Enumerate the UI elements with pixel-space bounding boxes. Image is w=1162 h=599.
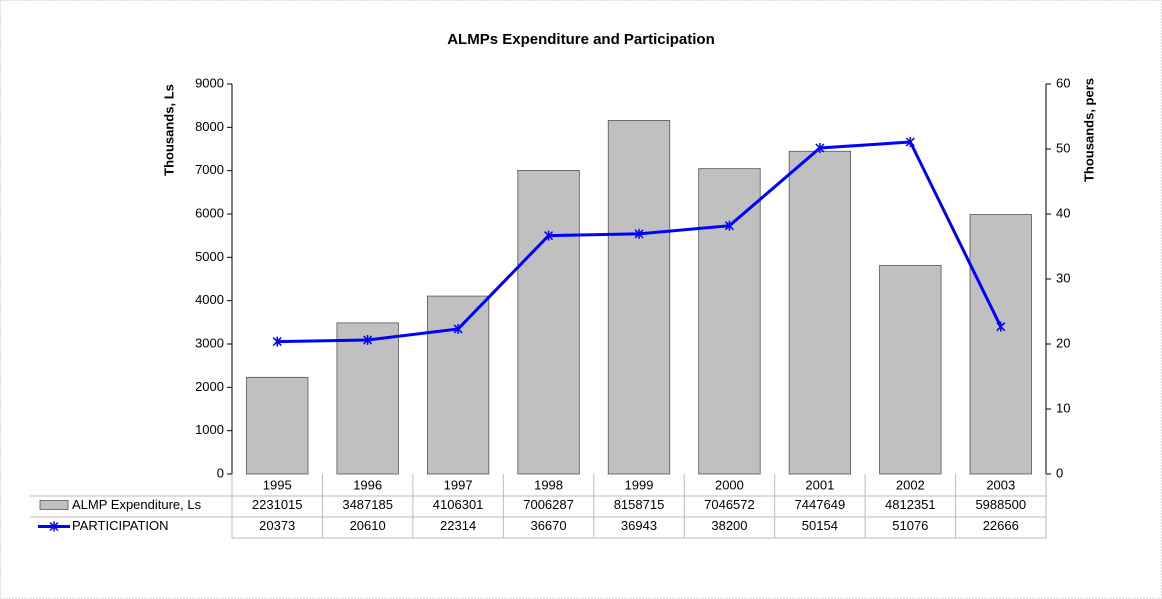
x-tick-label: 1999 <box>625 477 654 492</box>
bar <box>788 150 852 475</box>
y2-tick-label: 30 <box>1056 270 1070 285</box>
marker <box>272 336 282 347</box>
table-value: 20610 <box>350 518 386 533</box>
table-value: 51076 <box>892 518 928 533</box>
y2-tick-label: 20 <box>1056 335 1070 350</box>
y-axis-title: Thousands, Ls <box>161 84 176 176</box>
y2-tick-label: 10 <box>1056 400 1070 415</box>
y-tick-label: 5000 <box>195 249 224 264</box>
table-value: 4106301 <box>433 497 484 512</box>
x-tick-label: 2001 <box>805 477 834 492</box>
x-tick-label: 1997 <box>444 477 473 492</box>
y-tick-label: 4000 <box>195 292 224 307</box>
y-tick-label: 8000 <box>195 119 224 134</box>
bar <box>336 322 399 475</box>
legend-label: ALMP Expenditure, Ls <box>72 497 202 512</box>
bar <box>246 376 309 475</box>
table-value: 8158715 <box>614 497 665 512</box>
y-tick-label: 7000 <box>195 162 224 177</box>
table-value: 2231015 <box>252 497 303 512</box>
table-value: 20373 <box>259 518 295 533</box>
marker <box>363 335 373 346</box>
table-value: 7447649 <box>795 497 846 512</box>
marker <box>634 228 644 239</box>
table-value: 7006287 <box>523 497 574 512</box>
table-value: 36670 <box>530 518 566 533</box>
y-tick-label: 0 <box>217 465 224 480</box>
marker <box>453 323 463 334</box>
bar <box>879 265 942 475</box>
y-tick-label: 3000 <box>195 335 224 350</box>
x-tick-label: 2000 <box>715 477 744 492</box>
x-tick-label: 1998 <box>534 477 563 492</box>
table-value: 50154 <box>802 518 838 533</box>
table-value: 22666 <box>983 518 1019 533</box>
marker <box>544 230 554 241</box>
y2-tick-label: 40 <box>1056 205 1070 220</box>
table-value: 5988500 <box>975 497 1026 512</box>
bar <box>969 214 1032 475</box>
y2-tick-label: 0 <box>1056 465 1063 480</box>
bar <box>698 168 761 475</box>
bar <box>607 120 671 475</box>
legend-label: PARTICIPATION <box>72 518 169 533</box>
x-tick-label: 1995 <box>263 477 292 492</box>
table-value: 22314 <box>440 518 476 533</box>
table-value: 7046572 <box>704 497 755 512</box>
marker <box>905 137 915 148</box>
marker <box>815 142 825 153</box>
table-value: 36943 <box>621 518 657 533</box>
y-tick-label: 9000 <box>195 75 224 90</box>
legend-key <box>39 500 69 510</box>
y2-tick-label: 50 <box>1056 140 1070 155</box>
bar <box>517 169 580 475</box>
y-tick-label: 6000 <box>195 205 224 220</box>
y2-tick-label: 60 <box>1056 75 1070 90</box>
y-tick-label: 2000 <box>195 379 224 394</box>
y-tick-label: 1000 <box>195 422 224 437</box>
bar <box>426 295 490 475</box>
marker <box>996 321 1006 332</box>
x-tick-label: 2003 <box>986 477 1015 492</box>
y2-axis-title: Thousands, pers <box>1081 78 1096 182</box>
x-tick-label: 2002 <box>896 477 925 492</box>
table-value: 3487185 <box>342 497 393 512</box>
marker <box>724 220 734 231</box>
table-value: 38200 <box>711 518 747 533</box>
x-tick-label: 1996 <box>353 477 382 492</box>
marker <box>49 521 59 532</box>
chart-title: ALMPs Expenditure and Participation <box>447 31 715 48</box>
table-value: 4812351 <box>885 497 936 512</box>
